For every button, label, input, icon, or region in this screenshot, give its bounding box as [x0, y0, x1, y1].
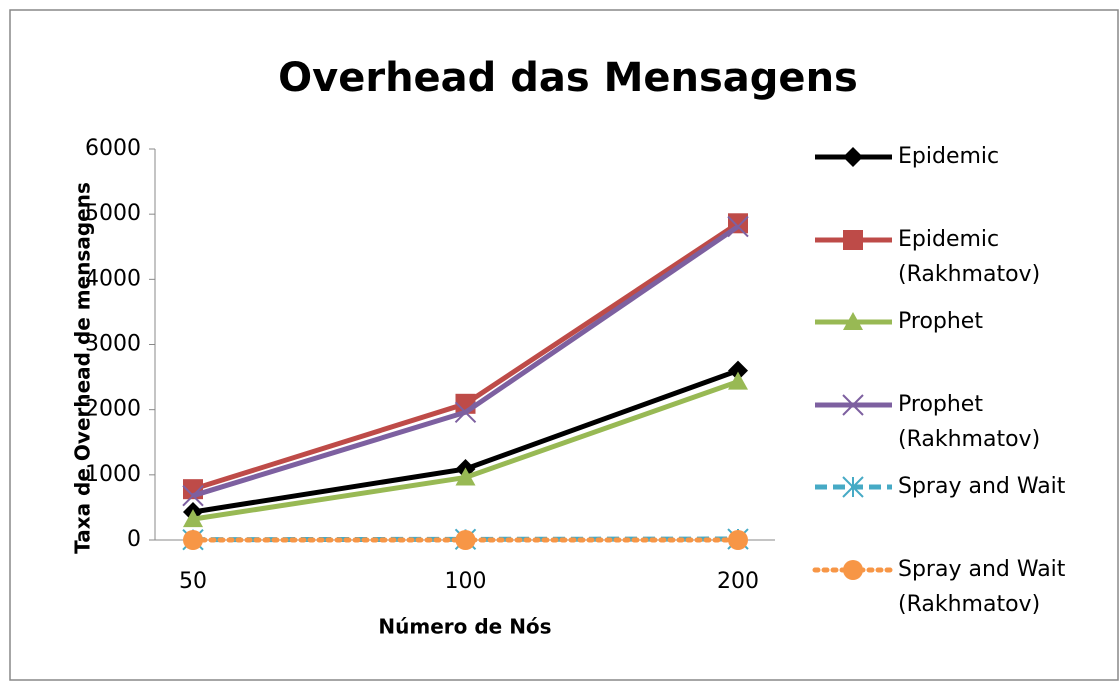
marker — [842, 476, 864, 498]
legend-item: Epidemic — [812, 139, 1112, 174]
marker — [842, 393, 864, 416]
y-tick-label: 3000 — [85, 332, 141, 357]
marker — [843, 147, 863, 167]
marker — [183, 509, 203, 528]
marker — [183, 530, 203, 550]
legend-swatch — [815, 476, 892, 498]
x-tick-label: 100 — [445, 569, 487, 594]
legend-label: Epidemic — [898, 144, 1000, 169]
legend-item: Spray and Wait (Rakhmatov) — [812, 552, 1112, 622]
marker — [843, 229, 863, 250]
legend-swatch — [815, 229, 892, 250]
x-axis-label: Número de Nós — [378, 615, 551, 639]
legend-label: Spray and Wait (Rakhmatov) — [898, 556, 1066, 617]
y-tick-label: 4000 — [85, 266, 141, 291]
marker — [455, 530, 476, 550]
y-tick-label: 1000 — [85, 462, 141, 487]
marker — [727, 215, 749, 238]
x-tick-label: 200 — [717, 569, 759, 594]
legend-swatch — [815, 393, 892, 416]
y-tick-label: 2000 — [85, 397, 141, 422]
legend-item: Prophet (Rakhmatov) — [812, 387, 1112, 457]
marker — [843, 559, 863, 580]
legend-swatch — [812, 559, 895, 580]
y-axis-label: Taxa de Overhead de mensagens — [71, 182, 95, 554]
y-tick-label: 0 — [127, 527, 141, 552]
y-tick-label: 6000 — [85, 136, 141, 161]
legend-label: Spray and Wait — [898, 474, 1066, 499]
marker — [728, 530, 748, 550]
marker — [843, 312, 863, 330]
legend-label: Prophet (Rakhmatov) — [898, 391, 1041, 452]
legend-item: Epidemic (Rakhmatov) — [812, 222, 1112, 292]
marker — [454, 401, 477, 423]
legend-label: Epidemic (Rakhmatov) — [898, 226, 1041, 287]
legend-swatch — [815, 147, 892, 167]
marker — [182, 484, 204, 507]
legend-swatch — [815, 312, 892, 330]
y-tick-label: 5000 — [85, 201, 141, 226]
legend-item: Spray and Wait — [812, 469, 1112, 504]
chart-title: Overhead das Mensagens — [278, 55, 858, 101]
x-tick-label: 50 — [179, 569, 207, 594]
marker — [455, 467, 476, 486]
marker — [728, 371, 748, 390]
marker — [728, 360, 748, 381]
legend-item: Prophet — [812, 304, 1112, 339]
legend-label: Prophet — [898, 309, 983, 334]
